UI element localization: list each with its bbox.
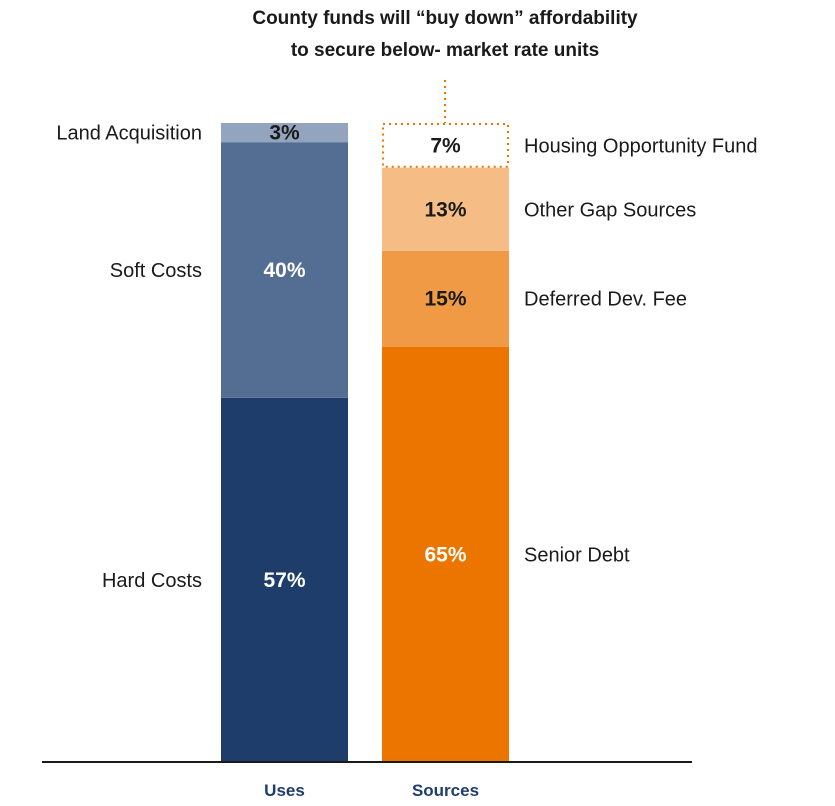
data-label-housing-opportunity-fund: 7% bbox=[430, 134, 461, 157]
segment-label-soft-costs: Soft Costs bbox=[110, 260, 202, 282]
data-label-deferred-dev-fee: 15% bbox=[424, 288, 466, 311]
data-label-hard-costs: 57% bbox=[263, 569, 305, 592]
segment-label-hard-costs: Hard Costs bbox=[102, 570, 202, 592]
segment-label-land-acquisition: Land Acquisition bbox=[56, 123, 202, 145]
category-label-sources: Sources bbox=[412, 781, 479, 800]
bar-segment-soft-costs bbox=[221, 142, 348, 398]
bar-segment-hard-costs bbox=[221, 397, 348, 762]
segment-label-deferred-dev-fee: Deferred Dev. Fee bbox=[524, 289, 687, 311]
data-label-other-gap-sources: 13% bbox=[424, 198, 466, 221]
annotation-title: County funds will “buy down” affordabili… bbox=[252, 8, 638, 61]
category-label-uses: Uses bbox=[264, 781, 305, 800]
segment-label-other-gap-sources: Other Gap Sources bbox=[524, 199, 696, 221]
bars-group: 57% Hard Costs 40% Soft Costs 3% Land Acquisi… bbox=[56, 122, 757, 762]
bar-segment-housing-opportunity-fund bbox=[382, 123, 509, 168]
bar-segment-deferred-dev-fee bbox=[382, 250, 509, 347]
bar-segment-land-acquisition bbox=[221, 123, 348, 143]
bar-segment-other-gap-sources bbox=[382, 167, 509, 251]
annotation-line-2: to secure below- market rate units bbox=[291, 40, 599, 61]
data-label-land-acquisition: 3% bbox=[269, 122, 300, 145]
data-label-senior-debt: 65% bbox=[424, 543, 466, 566]
segment-label-housing-opportunity-fund: Housing Opportunity Fund bbox=[524, 135, 757, 157]
bar-segment-senior-debt bbox=[382, 346, 509, 762]
data-label-soft-costs: 40% bbox=[263, 259, 305, 282]
annotation-line-1: County funds will “buy down” affordabili… bbox=[252, 8, 638, 29]
segment-label-senior-debt: Senior Debt bbox=[524, 544, 630, 566]
category-labels: Uses Sources bbox=[264, 781, 479, 800]
